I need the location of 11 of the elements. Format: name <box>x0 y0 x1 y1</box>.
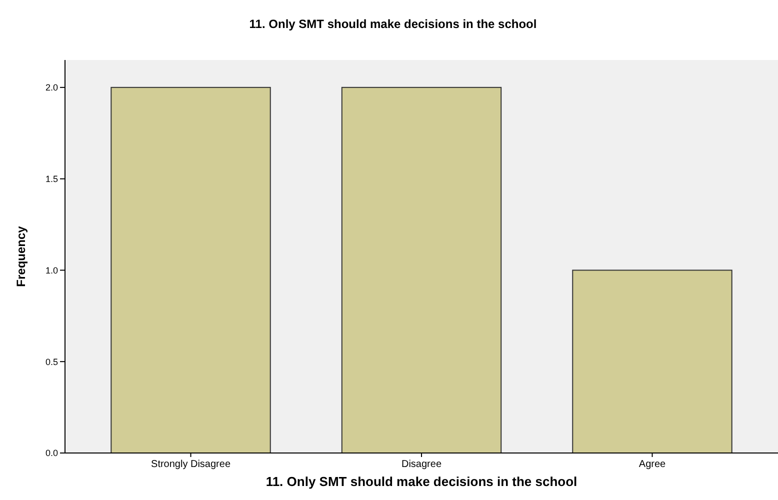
x-tick-label: Agree <box>638 459 666 470</box>
y-tick-label: 1.0 <box>45 265 58 276</box>
x-tick-label: Strongly Disagree <box>151 459 231 470</box>
chart-title: 11. Only SMT should make decisions in the school <box>249 17 537 31</box>
y-tick-label: 0.5 <box>45 356 58 367</box>
y-tick-label: 2.0 <box>45 82 58 93</box>
x-tick-label: Disagree <box>401 459 442 470</box>
x-axis-title: 11. Only SMT should make decisions in the school <box>266 474 578 489</box>
y-tick-label: 1.5 <box>45 174 58 184</box>
y-axis-title: Frequency <box>14 226 28 287</box>
y-tick-label: 0.0 <box>45 448 58 458</box>
